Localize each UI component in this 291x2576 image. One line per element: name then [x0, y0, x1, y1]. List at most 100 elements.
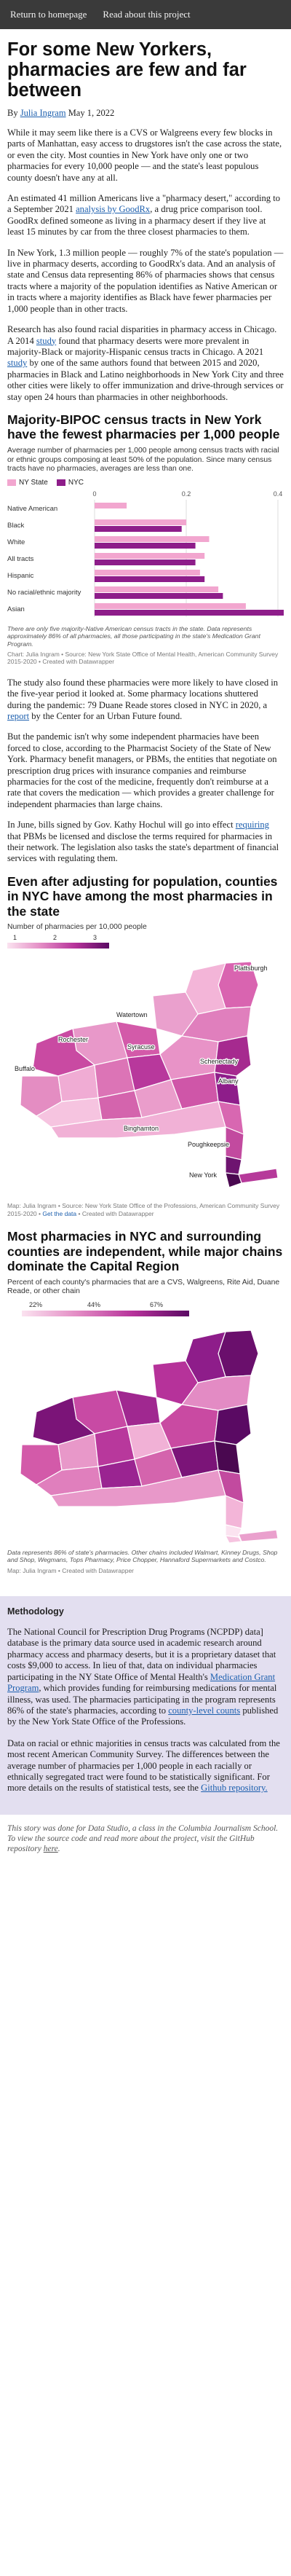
- paragraph-4: Research has also found racial dispariti…: [7, 324, 284, 403]
- p4-text-c: by one of the same authors found that be…: [7, 358, 284, 402]
- chart1-tick-label: 0.2: [182, 490, 191, 498]
- goodrx-analysis-link[interactable]: analysis by GoodRx: [76, 204, 151, 215]
- map-label-plattsburgh: Plattsburgh: [234, 965, 268, 972]
- methodology-heading: Methodology: [7, 1606, 64, 1617]
- top-nav: Return to homepage Read about this proje…: [0, 0, 291, 29]
- methodology-paragraph-2: Data on racial or ethnic majorities in c…: [7, 1738, 284, 1794]
- map-label-albany: Albany: [218, 1077, 239, 1085]
- about-project-link[interactable]: Read about this project: [103, 9, 191, 20]
- bar-nyc: [95, 609, 287, 616]
- bar-nyc: [95, 559, 196, 565]
- paragraph-5: The study also found these pharmacies we…: [7, 678, 284, 723]
- chart1-tick-label: 0.4: [274, 490, 283, 498]
- map-label-poughkeepsie: Poughkeepsie: [188, 1141, 229, 1148]
- legend-swatch-nyc: [56, 479, 65, 486]
- chart2-credit-b: • Created with Datawrapper: [76, 1209, 154, 1217]
- github-repo-link[interactable]: Github repository.: [201, 1783, 268, 1794]
- scale-tick-2: 2: [53, 934, 57, 942]
- study-2014-link[interactable]: study: [36, 335, 57, 346]
- bar-nyc: [95, 542, 196, 549]
- county-counts-link[interactable]: county-level counts: [168, 1705, 241, 1716]
- byline: By Julia Ingram May 1, 2022: [7, 108, 284, 119]
- bar-ny-state: [95, 552, 205, 559]
- p2-text-a: An estimated 41 million Americans live a…: [7, 193, 281, 215]
- paragraph-6: But the pandemic isn't why some independ…: [7, 731, 277, 809]
- p5-text-a: The study also found these pharmacies we…: [7, 677, 279, 710]
- scale-tick-1: 1: [13, 934, 17, 942]
- chart1-category-label: Hispanic: [7, 572, 34, 580]
- chart1-category-label: No racial/ethnic majority: [7, 589, 81, 597]
- return-home-link[interactable]: Return to homepage: [10, 9, 87, 20]
- bar-nyc: [95, 592, 223, 599]
- chart3-color-scale: 22% 44% 67%: [7, 1301, 284, 1322]
- chart1-tick-label: 0: [92, 490, 96, 498]
- get-data-link[interactable]: Get the data: [42, 1209, 77, 1217]
- map-label-rochester: Rochester: [58, 1036, 88, 1043]
- chart1-category-label: Asian: [7, 605, 25, 613]
- byline-prefix: By: [7, 108, 20, 118]
- methodology-box: Methodology The National Council for Pre…: [0, 1596, 291, 1815]
- p7-text-b: that PBMs be licensed and disclose the t…: [7, 830, 279, 864]
- article-title: For some New Yorkers, pharmacies are few…: [7, 39, 247, 101]
- chart3-note: Data represents 86% of state's pharmacie…: [7, 1548, 278, 1564]
- scale-gradient: [7, 943, 109, 949]
- bar-ny-state: [95, 602, 246, 609]
- m1-text-b: , which provides funding for reimbursing…: [7, 1683, 277, 1716]
- requiring-link[interactable]: requiring: [235, 820, 269, 830]
- bar-ny-state: [95, 502, 127, 508]
- chart1-credit: Chart: Julia Ingram • Source: New York S…: [7, 650, 279, 666]
- map-label-watertown: Watertown: [116, 1011, 148, 1018]
- chart1-legend: NY State NYC: [7, 479, 284, 487]
- chart1-note: There are only five majority-Native Amer…: [7, 624, 260, 648]
- chart3-credit: Map: Julia Ingram • Created with Datawra…: [7, 1566, 134, 1574]
- bar-ny-state: [95, 569, 200, 576]
- chart2-credit: Map: Julia Ingram • Source: New York Sta…: [7, 1202, 284, 1217]
- m2-text-a: Data on racial or ethnic majorities in c…: [7, 1737, 280, 1794]
- map-label-schenectady: Schenectady: [200, 1058, 239, 1065]
- bar-nyc: [95, 525, 182, 532]
- county-region: [214, 1440, 241, 1474]
- legend-swatch-ny-state: [7, 479, 16, 486]
- legend-nyc: NYC: [56, 479, 84, 487]
- footer-text-b: .: [57, 1844, 60, 1853]
- chart2-credit-a: Map: Julia Ingram • Source: New York Sta…: [7, 1202, 280, 1217]
- bar-nyc: [95, 576, 205, 582]
- map-label-binghamton: Binghamton: [124, 1125, 159, 1132]
- legend-ny-state: NY State: [7, 479, 48, 487]
- county-region: [225, 1155, 242, 1176]
- chart2-color-scale: 1 2 3: [7, 934, 109, 953]
- author-link[interactable]: Julia Ingram: [20, 108, 66, 118]
- county-region: [214, 1404, 252, 1445]
- county-region: [238, 1168, 279, 1185]
- article-body: For some New Yorkers, pharmacies are few…: [0, 29, 291, 1593]
- m1-text-c: published by the New York State Office o…: [7, 1705, 279, 1727]
- chart3-subtitle: Percent of each county's pharmacies that…: [7, 1278, 280, 1296]
- map-label-buffalo: Buffalo: [15, 1065, 35, 1072]
- ny-state-map-1: Plattsburgh Watertown Rochester Syracuse…: [14, 961, 279, 1189]
- bar-ny-state: [95, 586, 219, 592]
- paragraph-7: In June, bills signed by Gov. Kathy Hoch…: [7, 820, 284, 865]
- legend-label-ny-state: NY State: [19, 478, 48, 487]
- medication-grant-link[interactable]: Medication Grant Program: [7, 1671, 276, 1694]
- map-pharmacies-per-capita: Even after adjusting for population, cou…: [7, 874, 284, 1217]
- bar-ny-state: [95, 535, 210, 542]
- urban-future-report-link[interactable]: report: [7, 710, 30, 721]
- map-label-new-york: New York: [189, 1171, 218, 1179]
- scale2-tick-44: 44%: [87, 1300, 101, 1308]
- github-here-link[interactable]: here: [43, 1844, 58, 1853]
- scale2-gradient: [22, 1310, 189, 1316]
- map-label-syracuse: Syracuse: [127, 1043, 155, 1051]
- map-chain-share: Most pharmacies in NYC and surrounding c…: [7, 1229, 284, 1574]
- paragraph-3: In New York, 1.3 million people — roughl…: [7, 247, 284, 314]
- chart1-category-label: White: [7, 538, 25, 546]
- county-region: [238, 1529, 279, 1542]
- chart1-subtitle: Average number of pharmacies per 1,000 p…: [7, 446, 279, 474]
- publish-date: May 1, 2022: [68, 108, 115, 118]
- m1-text-a: The National Council for Prescription Dr…: [7, 1627, 276, 1682]
- p7-text-a: In June, bills signed by Gov. Kathy Hoch…: [7, 820, 236, 830]
- county-region: [224, 1535, 243, 1544]
- bar-chart-svg: 0 0.2 0.4 Native American Black White All trac…: [7, 490, 287, 617]
- study-2021-link[interactable]: study: [7, 358, 28, 369]
- chart1-category-label: Native American: [7, 505, 57, 513]
- county-region: [214, 1035, 252, 1077]
